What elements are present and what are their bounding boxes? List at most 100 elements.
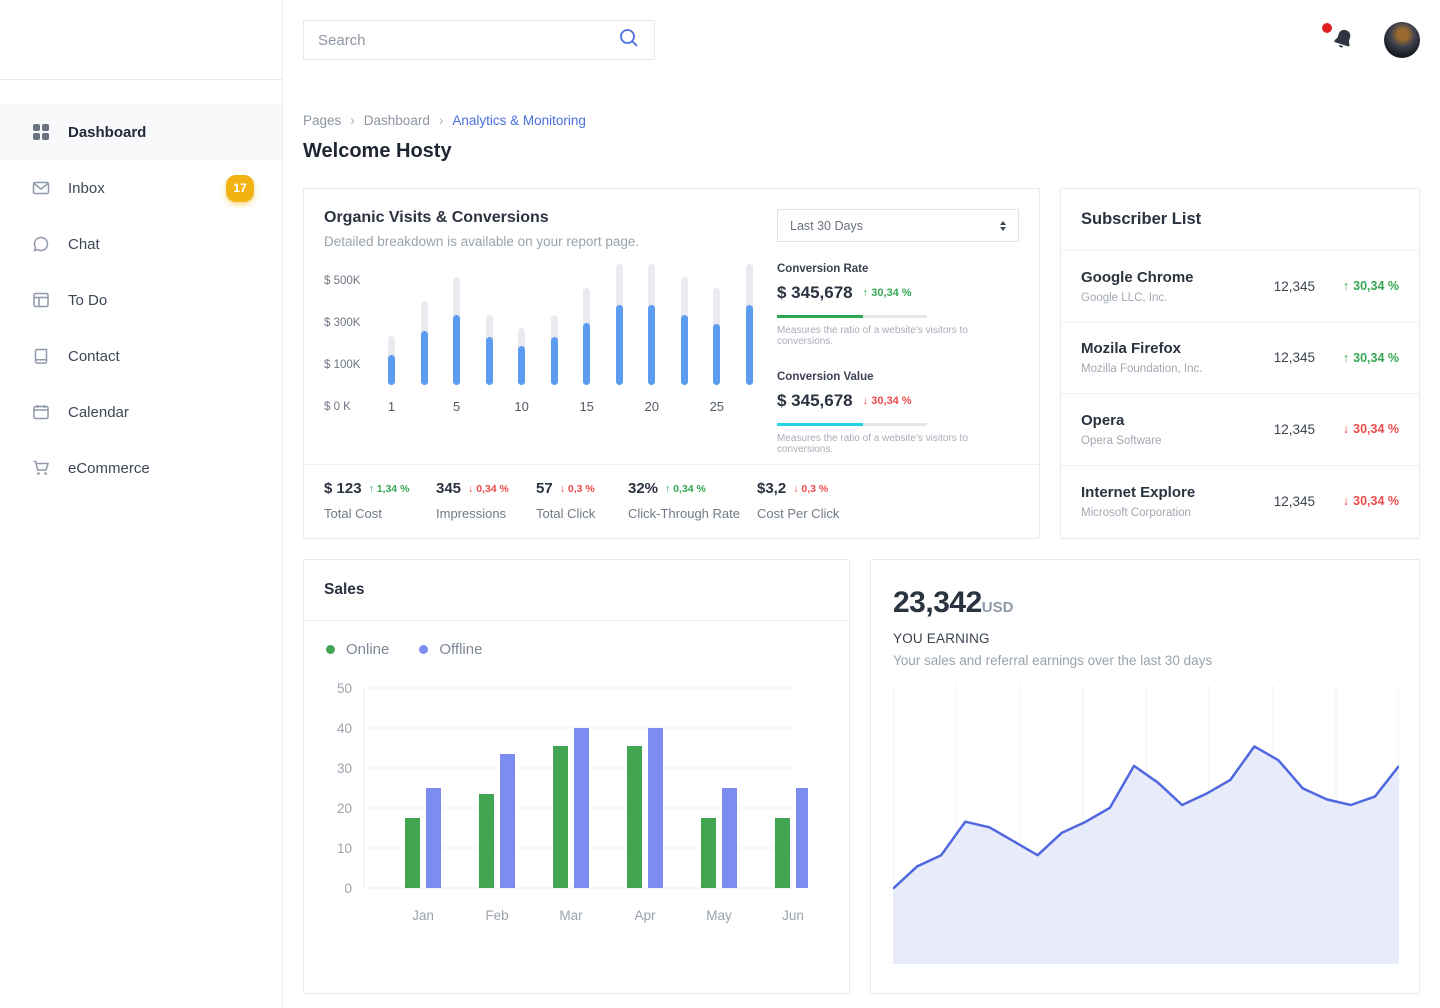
organic-x-tick: [681, 399, 688, 415]
sales-card: Sales Online Offline 50 40 30 20 10 0 Jan Feb Ma…: [303, 559, 850, 994]
avatar[interactable]: [1384, 22, 1420, 58]
arrow-down-icon: ↓ 0,3 %: [559, 482, 595, 495]
conversion-value-metric: Conversion Value $ 345,678 ↓ 30,34 % Mea…: [777, 371, 1019, 455]
organic-x-tick: 5: [452, 399, 461, 414]
organic-x-tick: [486, 399, 493, 415]
select-caret-icon: [1000, 220, 1006, 231]
svg-text:Apr: Apr: [634, 908, 656, 923]
legend-item-offline[interactable]: Offline: [419, 641, 482, 658]
organic-bar: [420, 300, 428, 385]
sidebar-item-ecommerce[interactable]: eCommerce: [0, 440, 282, 496]
arrow-up-icon: ↑: [1342, 350, 1350, 365]
organic-bar: [583, 287, 591, 385]
sidebar-item-label: Contact: [68, 347, 120, 365]
sidebar-item-todo[interactable]: To Do: [0, 272, 282, 328]
board-icon: [32, 291, 50, 309]
subscriber-list-card: Subscriber List Google Chrome Google LLC,…: [1060, 188, 1420, 539]
svg-text:10: 10: [337, 841, 352, 856]
organic-x-tick: [746, 399, 753, 415]
organic-x-tick: 10: [514, 399, 529, 414]
subscriber-row[interactable]: Mozila Firefox Mozilla Foundation, Inc. 12…: [1061, 323, 1419, 394]
arrow-up-icon: ↑: [1342, 279, 1350, 294]
arrow-up-icon: ↑ 1,34 %: [368, 482, 410, 495]
metric-value: $ 345,678: [777, 391, 853, 410]
sidebar-item-inbox[interactable]: Inbox 17: [0, 160, 282, 216]
earning-currency: USD: [981, 599, 1014, 616]
svg-text:30: 30: [337, 761, 352, 776]
metric-change: ↓ 30,34 %: [862, 395, 912, 407]
notification-bell-icon[interactable]: [1322, 23, 1356, 53]
organic-x-tick: [616, 399, 623, 415]
sidebar-item-dashboard[interactable]: Dashboard: [0, 104, 282, 160]
legend-item-online[interactable]: Online: [326, 641, 389, 658]
stat-click-through-rate: 32% ↑ 0,34 % Click-Through Rate: [628, 480, 740, 521]
search-input[interactable]: [318, 31, 618, 49]
organic-card-title: Organic Visits & Conversions: [324, 209, 549, 226]
chevron-right-icon: ›: [438, 113, 444, 128]
svg-text:0: 0: [344, 881, 352, 896]
svg-text:20: 20: [337, 801, 352, 816]
cart-icon: [32, 459, 50, 477]
arrow-down-icon: ↓: [1342, 422, 1350, 437]
stat-cost-per-click: $3,2 ↓ 0,3 % Cost Per Click: [757, 480, 840, 521]
chat-bubble-icon: [32, 235, 50, 253]
organic-bar: [485, 314, 493, 385]
legend-label: Offline: [439, 641, 483, 658]
grid-icon: [32, 123, 50, 141]
arrow-up-icon: ↑: [862, 287, 869, 299]
organic-x-tick: 15: [579, 399, 594, 414]
sidebar: Dashboard Inbox 17 Chat To Do: [0, 0, 283, 1008]
sidebar-item-calendar[interactable]: Calendar: [0, 384, 282, 440]
date-range-select[interactable]: Last 30 Days: [777, 209, 1019, 242]
arrow-down-icon: ↓: [862, 395, 869, 407]
svg-text:Mar: Mar: [559, 908, 583, 923]
organic-bar-chart: $ 500K $ 300K $ 100K $ 0 K 1 5 10 15 20 25: [324, 263, 763, 479]
legend-dot-online: [326, 645, 335, 654]
organic-stats-row: $ 123 ↑ 1,34 % Total Cost 345 ↓ 0,34 % Impres…: [304, 464, 1039, 538]
metric-description: Measures the ratio of a website's visito…: [777, 325, 968, 347]
sidebar-item-label: Dashboard: [68, 123, 147, 141]
main-area: Pages › Dashboard › Analytics & Monitori…: [283, 0, 1440, 1008]
subscriber-row[interactable]: Opera Opera Software 12,345 ↓ 30,34 %: [1061, 394, 1419, 466]
sidebar-item-chat[interactable]: Chat: [0, 216, 282, 272]
chevron-right-icon: ›: [350, 113, 355, 128]
svg-text:50: 50: [337, 681, 352, 696]
metric-description: Measures the ratio of a website's visito…: [777, 433, 968, 455]
notification-dot: [1322, 23, 1332, 33]
topbar: [283, 0, 1440, 80]
breadcrumb-pages[interactable]: Pages: [303, 113, 342, 128]
organic-bar: [745, 264, 753, 385]
breadcrumb: Pages › Dashboard › Analytics & Monitori…: [303, 113, 1420, 128]
inbox-badge: 17: [226, 174, 254, 202]
svg-text:Jan: Jan: [412, 908, 434, 923]
metric-value: $ 345,678: [777, 283, 853, 302]
breadcrumb-current[interactable]: Analytics & Monitoring: [452, 113, 586, 128]
organic-bar: [388, 335, 395, 385]
date-range-value: Last 30 Days: [790, 218, 863, 233]
metric-label: Conversion Value: [777, 371, 874, 383]
stat-impressions: 345 ↓ 0,34 % Impressions: [436, 480, 509, 521]
breadcrumb-dashboard[interactable]: Dashboard: [363, 113, 430, 128]
svg-text:Jun: Jun: [782, 908, 804, 923]
sidebar-item-contact[interactable]: Contact: [0, 328, 282, 384]
earnings-area-chart: [893, 685, 1399, 964]
subscriber-list-title: Subscriber List: [1061, 189, 1419, 251]
envelope-icon: [32, 179, 50, 197]
svg-text:Feb: Feb: [485, 908, 508, 923]
organic-bars: [378, 263, 763, 385]
earning-subtitle: Your sales and referral earnings over th…: [893, 653, 1213, 668]
search-icon[interactable]: [618, 27, 640, 54]
conversion-metrics: Conversion Rate $ 345,678 ↑ 30,34 % Meas…: [777, 263, 1019, 479]
subscriber-row[interactable]: Google Chrome Google LLC, Inc. 12,345 ↑ 30,3…: [1061, 251, 1419, 323]
conversion-rate-metric: Conversion Rate $ 345,678 ↑ 30,34 % Meas…: [777, 263, 1019, 347]
stat-total-click: 57 ↓ 0,3 % Total Click: [536, 480, 596, 521]
sidebar-item-label: Inbox: [68, 179, 105, 197]
logo-area: [0, 0, 282, 80]
search-box: [303, 20, 655, 60]
topbar-actions: [1322, 22, 1420, 58]
subscriber-row[interactable]: Internet Explore Microsoft Corporation 12,…: [1081, 483, 1399, 519]
metric-progress-track: [777, 315, 927, 318]
metric-change: ↑ 30,34 %: [862, 287, 912, 299]
subscriber-rows: Google Chrome Google LLC, Inc. 12,345 ↑ 30,3…: [1061, 251, 1419, 537]
